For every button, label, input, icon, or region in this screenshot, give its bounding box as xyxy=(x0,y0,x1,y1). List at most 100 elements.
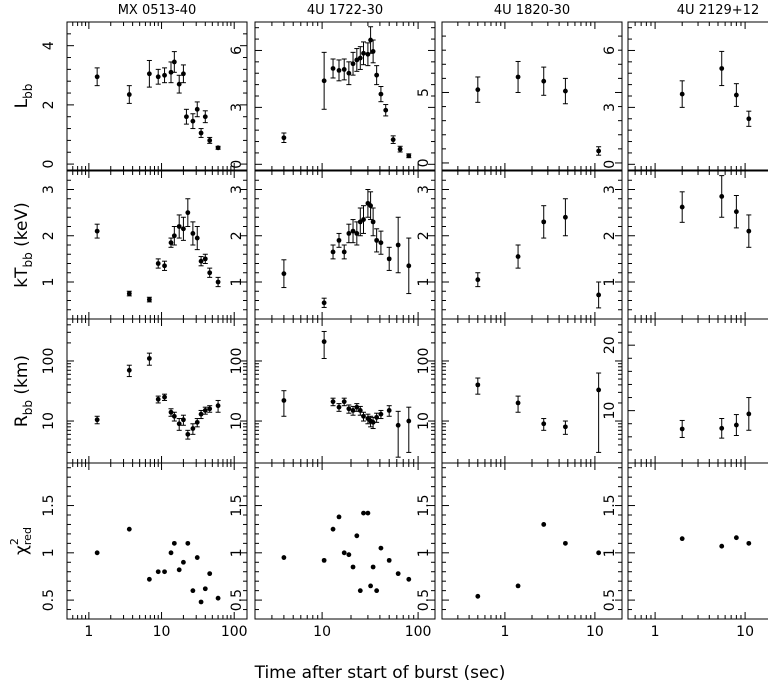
data-point xyxy=(207,138,213,143)
data-point xyxy=(171,59,177,65)
y-tick-label: 10 xyxy=(602,402,618,420)
panel-frame xyxy=(627,21,768,171)
data-point xyxy=(541,219,547,225)
data-point xyxy=(515,254,521,259)
panel-radius: 10 20 xyxy=(602,318,768,464)
data-point xyxy=(719,543,725,549)
data-point xyxy=(357,588,363,594)
data-point xyxy=(185,210,191,216)
data-point xyxy=(336,404,342,410)
data-point xyxy=(215,403,221,409)
data-point xyxy=(281,135,287,141)
data-point xyxy=(368,37,373,43)
data-point xyxy=(374,237,380,243)
data-point xyxy=(357,408,363,413)
data-point xyxy=(181,226,186,232)
data-point xyxy=(281,555,287,560)
data-point xyxy=(198,258,204,264)
data-point xyxy=(341,550,347,556)
panel-luminosity: 0 3 6 xyxy=(602,21,768,171)
y-tick-label: 0.5 xyxy=(602,589,618,611)
data-point xyxy=(733,209,739,215)
data-point xyxy=(176,224,182,229)
y-tick-label: 4 xyxy=(41,41,57,50)
y-tick-label: 5 xyxy=(416,88,432,97)
data-point xyxy=(541,421,547,427)
data-point xyxy=(194,419,200,425)
data-point xyxy=(370,49,376,54)
data-point xyxy=(126,291,132,296)
data-point xyxy=(378,545,384,551)
data-point xyxy=(341,67,347,72)
data-point xyxy=(176,567,182,573)
x-tick-label: 1 xyxy=(500,624,509,640)
data-point xyxy=(336,67,342,73)
data-point xyxy=(395,422,401,428)
data-point xyxy=(215,595,221,601)
data-point xyxy=(541,522,547,527)
panel-frame xyxy=(66,462,248,620)
data-point xyxy=(746,540,752,546)
data-point xyxy=(202,256,208,262)
data-point xyxy=(346,406,352,412)
data-point xyxy=(370,219,376,225)
data-point xyxy=(368,583,373,589)
panel-frame xyxy=(627,462,768,620)
row-label-radius: Rbb (km) xyxy=(12,355,35,427)
data-point xyxy=(168,409,174,415)
data-point xyxy=(365,510,371,516)
data-point xyxy=(281,271,287,277)
data-point xyxy=(126,526,132,532)
chart-title: MX 0513-40 xyxy=(118,3,197,18)
row-label-chi2: χ2red xyxy=(8,527,34,555)
x-tick-label: 100 xyxy=(405,624,432,640)
data-point xyxy=(746,411,752,417)
y-tick-label: 1 xyxy=(416,278,432,287)
data-point xyxy=(155,74,161,80)
panel-frame xyxy=(627,318,768,464)
data-point xyxy=(168,550,174,556)
data-point xyxy=(171,233,177,239)
data-point xyxy=(475,87,481,93)
x-tick-label: 10 xyxy=(586,624,604,640)
data-point xyxy=(406,418,412,424)
data-point xyxy=(746,228,752,234)
data-point xyxy=(390,137,396,143)
panel-radius: 10 100 xyxy=(416,318,623,464)
panel-frame xyxy=(66,21,248,171)
data-point xyxy=(176,421,182,427)
data-point xyxy=(562,424,568,430)
panel-frame xyxy=(441,462,623,620)
data-point xyxy=(746,116,752,122)
data-point xyxy=(185,431,191,437)
data-point xyxy=(397,146,403,152)
data-point xyxy=(202,114,208,120)
data-point xyxy=(207,270,213,276)
data-point xyxy=(190,231,196,236)
data-point xyxy=(354,533,360,539)
data-point xyxy=(202,408,208,413)
data-point xyxy=(162,394,167,400)
data-point xyxy=(207,571,213,577)
y-tick-label: 1 xyxy=(41,278,57,287)
data-point xyxy=(374,414,380,420)
panel-luminosity: 0 2 4 xyxy=(41,21,248,171)
data-point xyxy=(386,256,392,262)
data-point xyxy=(184,114,189,120)
data-point xyxy=(475,593,481,599)
data-point xyxy=(541,78,547,84)
y-tick-label: 2 xyxy=(416,231,432,240)
data-point xyxy=(596,292,602,298)
y-tick-label: 1 xyxy=(416,548,432,557)
panel-frame xyxy=(254,462,436,620)
data-point xyxy=(321,557,327,563)
data-point xyxy=(350,61,356,67)
data-point xyxy=(281,398,287,403)
data-point xyxy=(207,406,213,412)
chart-title: 4U 2129+12 xyxy=(677,3,759,18)
data-point xyxy=(176,81,182,87)
panel-chi2: 0.5 1 1.5 1 10 xyxy=(416,462,623,640)
data-point xyxy=(330,399,336,405)
data-point xyxy=(346,70,352,76)
y-tick-label: 6 xyxy=(229,46,245,55)
